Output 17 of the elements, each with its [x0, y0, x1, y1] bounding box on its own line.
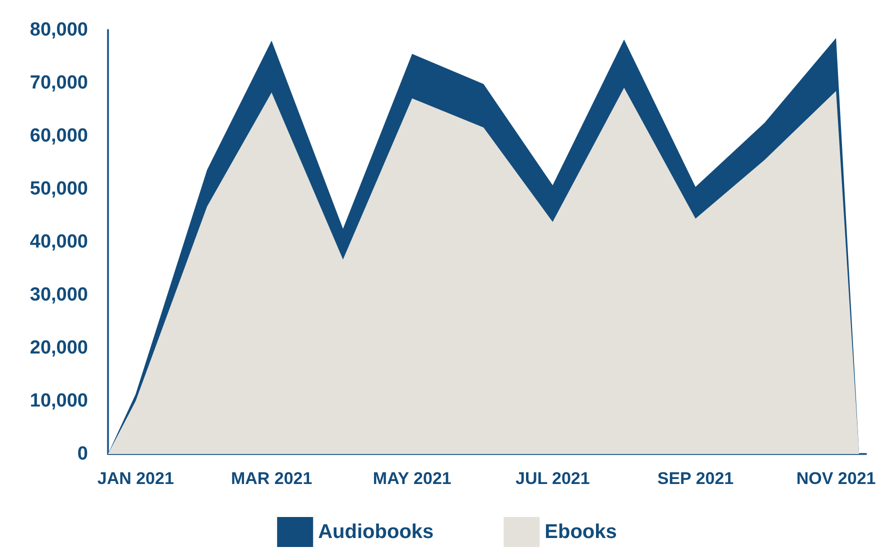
y-tick-label: 0 — [77, 444, 88, 464]
legend-label: Ebooks — [544, 521, 617, 543]
y-tick-label: 50,000 — [30, 178, 88, 200]
x-tick-label: NOV 2021 — [796, 469, 876, 488]
y-tick-label: 70,000 — [30, 72, 88, 94]
x-tick-label: MAR 2021 — [230, 469, 312, 488]
x-tick-label: SEP 2021 — [657, 469, 734, 488]
x-tick-label: MAY 2021 — [372, 469, 452, 488]
y-tick-label: 20,000 — [30, 338, 88, 358]
x-tick-label: JUL 2021 — [515, 469, 590, 488]
y-tick-label: 60,000 — [30, 126, 88, 146]
y-tick-label: 30,000 — [30, 284, 88, 306]
y-tick-label: 40,000 — [30, 232, 88, 252]
legend-label: Audiobooks — [318, 521, 434, 543]
y-tick-label: 10,000 — [30, 390, 88, 412]
y-tick-label: 80,000 — [30, 20, 88, 40]
x-tick-label: JAN 2021 — [97, 469, 174, 488]
